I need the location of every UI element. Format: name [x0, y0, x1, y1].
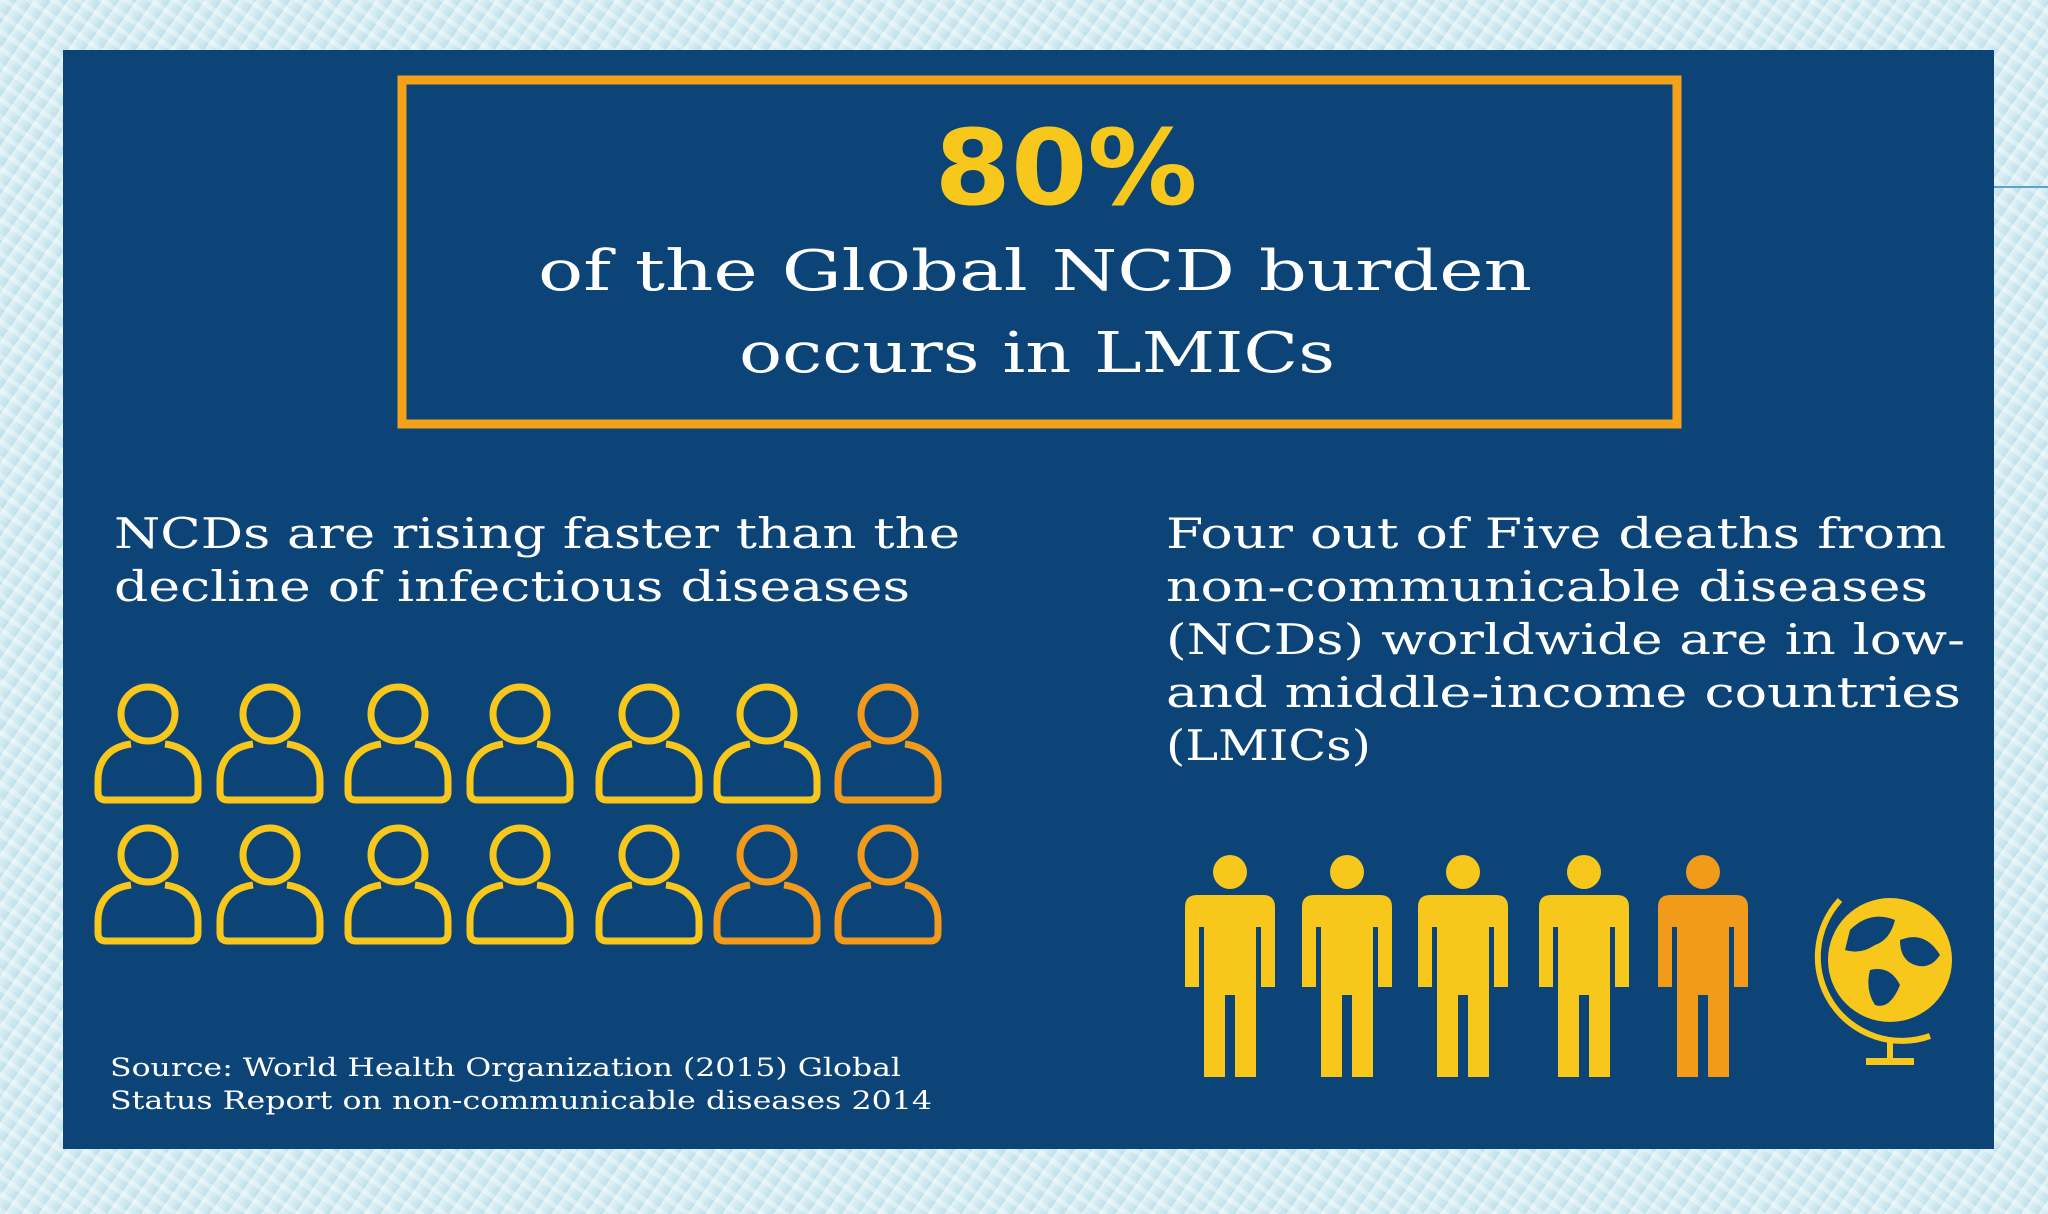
right-text: (NCDs) worldwide are in low-: [1166, 615, 1965, 664]
right-text: non-communicable diseases: [1166, 562, 1928, 611]
left-text: decline of infectious diseases: [114, 562, 910, 611]
headline-box: [397, 75, 1682, 429]
globe-icon: [1814, 897, 1952, 1065]
headline-figure: 80%: [935, 107, 1198, 229]
headline-line: of the Global NCD burden: [538, 239, 1532, 304]
panel: [63, 50, 1994, 1149]
right-text: and middle-income countries: [1166, 668, 1961, 717]
right-text: Four out of Five deaths from: [1166, 509, 1946, 558]
source-text: Status Report on non-communicable diseas…: [110, 1086, 932, 1115]
left-text: NCDs are rising faster than the: [114, 509, 960, 558]
right-text: (LMICs): [1166, 721, 1371, 770]
source-text: Source: World Health Organization (2015)…: [110, 1053, 901, 1082]
headline-line: occurs in LMICs: [739, 321, 1335, 386]
